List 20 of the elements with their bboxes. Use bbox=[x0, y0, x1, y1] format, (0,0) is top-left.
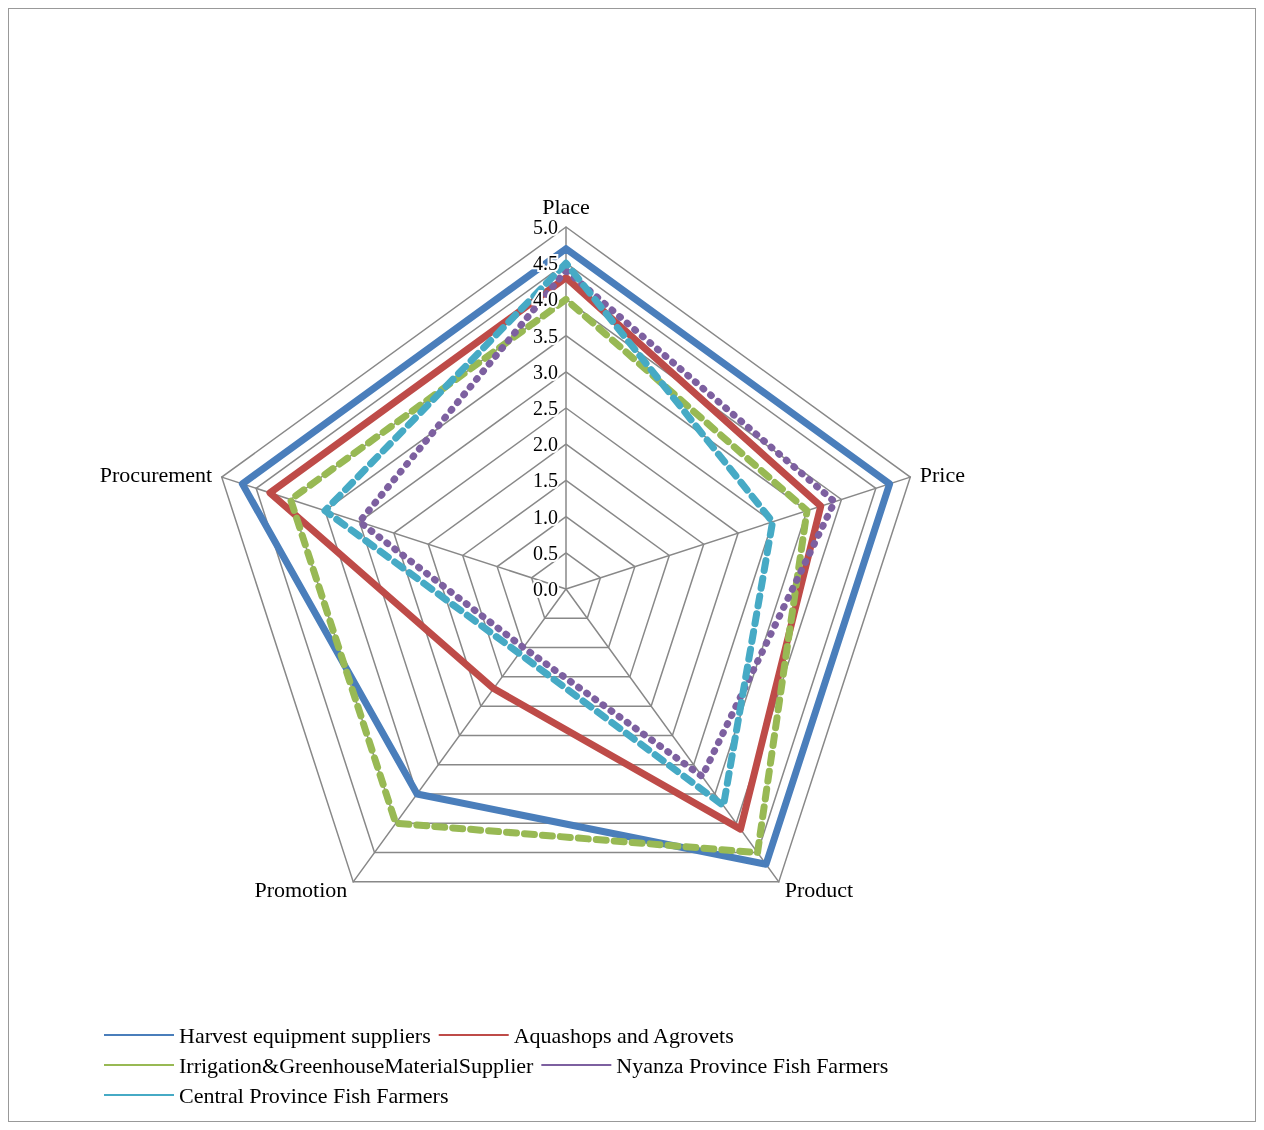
legend-label: Nyanza Province Fish Farmers bbox=[616, 1052, 889, 1078]
legend-label: Aquashops and Agrovets bbox=[513, 1022, 734, 1048]
y-tick-label: 1.0 bbox=[533, 505, 558, 528]
spoke-label: Product bbox=[784, 877, 854, 903]
legend-label: Central Province Fish Farmers bbox=[179, 1082, 449, 1108]
y-tick-label: 2.0 bbox=[533, 433, 558, 456]
legend-label: Harvest equipment suppliers bbox=[179, 1022, 431, 1048]
spoke-label: Procurement bbox=[99, 461, 213, 487]
y-tick-label: 1.5 bbox=[533, 469, 558, 492]
y-tick-label: 3.5 bbox=[533, 324, 558, 347]
y-tick-label: 5.0 bbox=[533, 216, 558, 238]
spoke-label: Place bbox=[542, 193, 590, 219]
y-tick-label: 4.5 bbox=[533, 252, 558, 275]
legend-label: Irrigation&GreenhouseMaterialSupplier bbox=[179, 1052, 534, 1078]
y-tick-label: 0.5 bbox=[533, 541, 558, 564]
y-tick-label: 0.0 bbox=[533, 578, 558, 600]
y-tick-label: 2.5 bbox=[533, 397, 558, 419]
spoke-label: Promotion bbox=[254, 877, 348, 903]
spoke-label: Price bbox=[919, 461, 965, 487]
y-tick-label: 3.0 bbox=[533, 360, 558, 383]
